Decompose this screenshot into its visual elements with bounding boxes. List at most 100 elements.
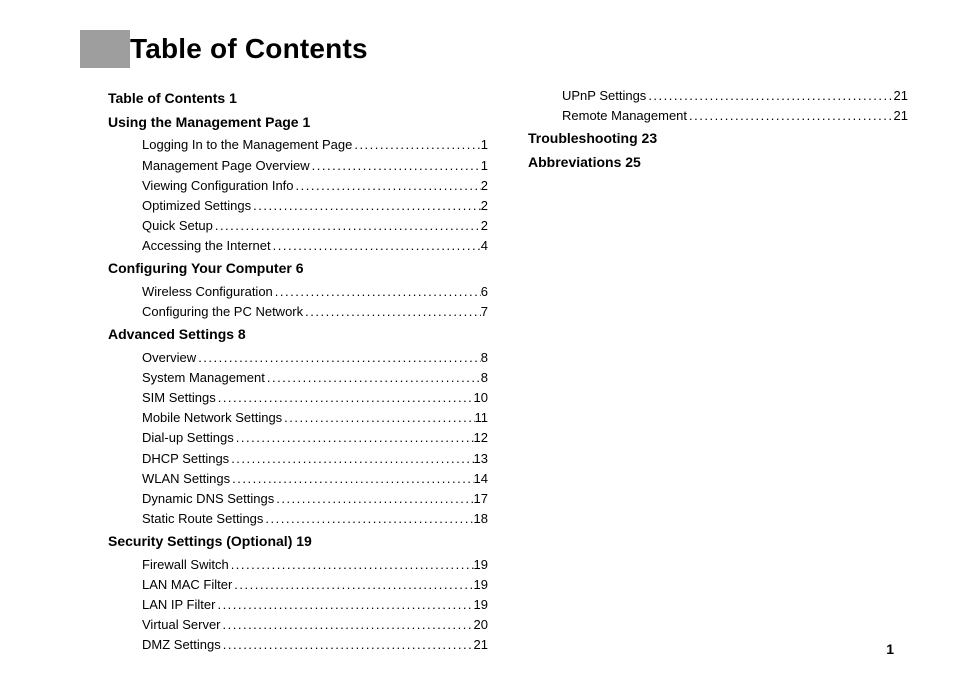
toc-entry: Firewall Switch ........................… [142, 555, 488, 575]
toc-entry: LAN IP Filter ..........................… [142, 595, 488, 615]
toc-entry: Optimized Settings .....................… [142, 196, 488, 216]
toc-dot-leader: ........................................… [251, 196, 481, 216]
toc-dot-leader: ........................................… [263, 509, 473, 529]
toc-entry-page: 17 [474, 489, 488, 509]
toc-entry-label: Wireless Configuration [142, 282, 273, 302]
toc-dot-leader: ........................................… [215, 595, 473, 615]
toc-entry-label: Dynamic DNS Settings [142, 489, 274, 509]
toc-entry-page: 21 [894, 86, 908, 106]
toc-entry: DHCP Settings ..........................… [142, 449, 488, 469]
toc-entry-page: 13 [474, 449, 488, 469]
toc-entry-page: 20 [474, 615, 488, 635]
toc-entry-page: 14 [474, 469, 488, 489]
toc-entry-label: Remote Management [562, 106, 687, 126]
toc-entry: Viewing Configuration Info .............… [142, 176, 488, 196]
toc-dot-leader: ........................................… [229, 449, 473, 469]
toc-entry: Management Page Overview ...............… [142, 156, 488, 176]
toc-entry-page: 1 [481, 156, 488, 176]
toc-section-heading: Abbreviations 25 [528, 152, 908, 174]
toc-entry-label: Quick Setup [142, 216, 213, 236]
toc-section-heading: Table of Contents 1 [108, 88, 488, 110]
toc-dot-leader: ........................................… [221, 615, 474, 635]
toc-entry-label: SIM Settings [142, 388, 216, 408]
toc-entry: WLAN Settings ..........................… [142, 469, 488, 489]
toc-entry: Overview ...............................… [142, 348, 488, 368]
toc-entry-page: 2 [481, 176, 488, 196]
toc-entry-page: 1 [481, 135, 488, 155]
toc-dot-leader: ........................................… [282, 408, 474, 428]
toc-dot-leader: ........................................… [232, 575, 473, 595]
toc-entry: Mobile Network Settings ................… [142, 408, 488, 428]
toc-entry-label: Overview [142, 348, 196, 368]
toc-column: UPnP Settings ..........................… [528, 86, 908, 656]
toc-entry: System Management ......................… [142, 368, 488, 388]
toc-entry-page: 10 [474, 388, 488, 408]
toc-dot-leader: ........................................… [229, 555, 474, 575]
toc-entry-label: WLAN Settings [142, 469, 230, 489]
toc-columns: Table of Contents 1Using the Management … [108, 86, 894, 656]
toc-entry: Wireless Configuration .................… [142, 282, 488, 302]
toc-entry: Remote Management ......................… [562, 106, 908, 126]
toc-entry: Static Route Settings ..................… [142, 509, 488, 529]
toc-dot-leader: ........................................… [687, 106, 894, 126]
toc-dot-leader: ........................................… [216, 388, 474, 408]
toc-entry: Dynamic DNS Settings ...................… [142, 489, 488, 509]
toc-entry: SIM Settings ...........................… [142, 388, 488, 408]
toc-entry-label: System Management [142, 368, 265, 388]
toc-entry: Dial-up Settings .......................… [142, 428, 488, 448]
toc-entry: Quick Setup ............................… [142, 216, 488, 236]
toc-entry-label: DMZ Settings [142, 635, 221, 655]
page-title: Table of Contents [130, 33, 368, 65]
toc-entry-page: 8 [481, 368, 488, 388]
toc-section-heading: Advanced Settings 8 [108, 324, 488, 346]
toc-entry-page: 7 [481, 302, 488, 322]
toc-entry: DMZ Settings ...........................… [142, 635, 488, 655]
toc-section-heading: Troubleshooting 23 [528, 128, 908, 150]
title-accent-block [80, 30, 130, 68]
toc-entry-label: Viewing Configuration Info [142, 176, 294, 196]
toc-dot-leader: ........................................… [352, 135, 480, 155]
toc-entry: Virtual Server .........................… [142, 615, 488, 635]
toc-dot-leader: ........................................… [271, 236, 481, 256]
toc-dot-leader: ........................................… [265, 368, 481, 388]
toc-dot-leader: ........................................… [230, 469, 473, 489]
toc-entry: LAN MAC Filter .........................… [142, 575, 488, 595]
toc-dot-leader: ........................................… [221, 635, 474, 655]
toc-entry-label: Dial-up Settings [142, 428, 234, 448]
toc-dot-leader: ........................................… [234, 428, 474, 448]
toc-section-heading: Security Settings (Optional) 19 [108, 531, 488, 553]
toc-page: Table of Contents Table of Contents 1Usi… [0, 0, 954, 677]
toc-dot-leader: ........................................… [294, 176, 481, 196]
toc-dot-leader: ........................................… [646, 86, 893, 106]
toc-entry-label: LAN IP Filter [142, 595, 215, 615]
toc-entry-label: Configuring the PC Network [142, 302, 303, 322]
toc-entry: Configuring the PC Network .............… [142, 302, 488, 322]
toc-entry-page: 19 [474, 575, 488, 595]
toc-dot-leader: ........................................… [196, 348, 481, 368]
toc-dot-leader: ........................................… [213, 216, 481, 236]
toc-entry-page: 12 [474, 428, 488, 448]
toc-entry-label: Mobile Network Settings [142, 408, 282, 428]
toc-entry-page: 19 [474, 555, 488, 575]
toc-entry-label: Optimized Settings [142, 196, 251, 216]
toc-entry-label: Virtual Server [142, 615, 221, 635]
toc-entry: Accessing the Internet .................… [142, 236, 488, 256]
toc-entry-label: Static Route Settings [142, 509, 263, 529]
toc-section-heading: Using the Management Page 1 [108, 112, 488, 134]
toc-entry-page: 21 [474, 635, 488, 655]
toc-dot-leader: ........................................… [273, 282, 481, 302]
toc-dot-leader: ........................................… [303, 302, 481, 322]
toc-entry-label: Accessing the Internet [142, 236, 271, 256]
toc-entry-label: Firewall Switch [142, 555, 229, 575]
toc-entry-label: LAN MAC Filter [142, 575, 232, 595]
toc-entry-label: UPnP Settings [562, 86, 646, 106]
toc-entry-label: Management Page Overview [142, 156, 310, 176]
title-row: Table of Contents [80, 30, 894, 68]
toc-entry-label: DHCP Settings [142, 449, 229, 469]
toc-entry-label: Logging In to the Management Page [142, 135, 352, 155]
toc-entry-page: 8 [481, 348, 488, 368]
page-number: 1 [886, 641, 894, 657]
toc-entry: UPnP Settings ..........................… [562, 86, 908, 106]
toc-entry-page: 11 [475, 408, 489, 428]
toc-entry: Logging In to the Management Page ......… [142, 135, 488, 155]
